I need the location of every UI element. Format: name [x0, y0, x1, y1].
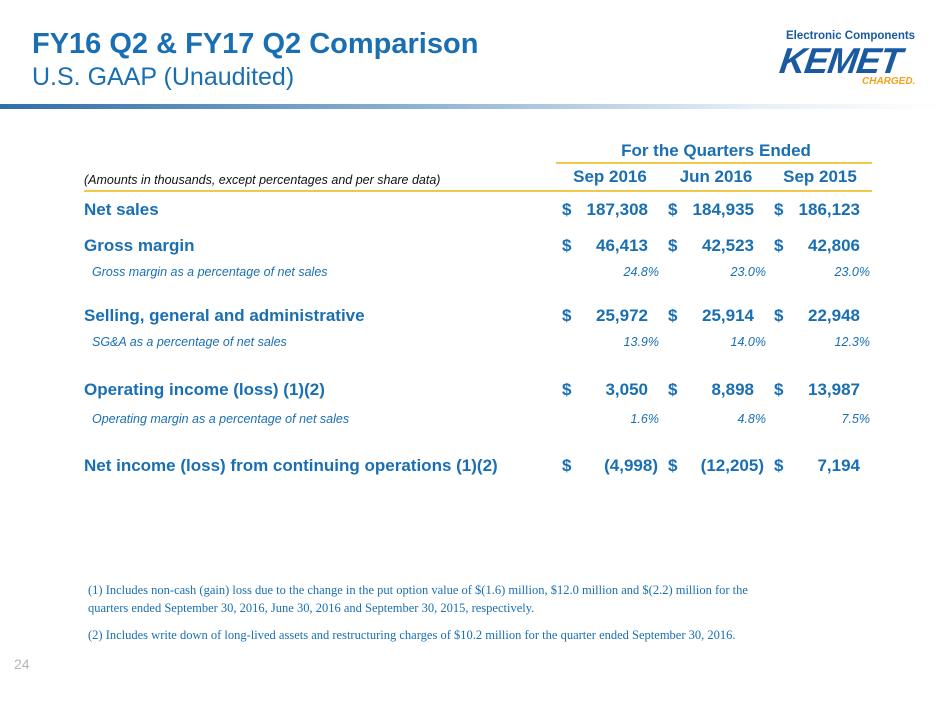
group-header-underline: [556, 162, 872, 164]
row-operating-income-value-3: 13,987: [808, 380, 860, 399]
row-sga-dollar-3: $: [774, 306, 784, 325]
amounts-note: (Amounts in thousands, except percentage…: [84, 173, 441, 187]
row-label-sga: Selling, general and administrative: [84, 306, 365, 325]
row-operating-income-dollar-1: $: [562, 380, 572, 399]
row-label-gross-margin: Gross margin: [84, 236, 195, 255]
footnote-1: (1) Includes non-cash (gain) loss due to…: [88, 583, 748, 615]
row-sga-pct-value-1: 13.9%: [623, 335, 659, 349]
column-header-jun-2016: Jun 2016: [679, 167, 753, 186]
row-net-income-dollar-1: $: [562, 456, 572, 475]
row-sga-pct-value-3: 12.3%: [834, 335, 870, 349]
row-gross-margin-value-3: 42,806: [808, 236, 860, 255]
row-label-gross-margin-pct: Gross margin as a percentage of net sale…: [92, 265, 328, 279]
row-sga-dollar-1: $: [562, 306, 572, 325]
row-sga-pct-value-2: 14.0%: [730, 335, 766, 349]
row-gross-margin-value-1: 46,413: [596, 236, 648, 255]
row-net-income-value-1: (4,998): [604, 456, 658, 475]
row-net-sales-dollar-3: $: [774, 200, 784, 219]
row-label-operating-income: Operating income (loss) (1)(2): [84, 380, 325, 399]
column-header-sep-2015: Sep 2015: [783, 167, 857, 186]
row-operating-margin-pct-value-2: 4.8%: [737, 412, 767, 426]
row-sga-value-2: 25,914: [702, 306, 754, 325]
row-sga-value-3: 22,948: [808, 306, 860, 325]
logo-tagline: Electronic Components: [786, 30, 916, 42]
row-net-income-dollar-3: $: [774, 456, 784, 475]
quarters-group-header: For the Quarters Ended: [621, 141, 811, 160]
row-gross-margin-pct-value-3: 23.0%: [834, 265, 870, 279]
row-operating-income-dollar-2: $: [668, 380, 678, 399]
row-sga-value-1: 25,972: [596, 306, 648, 325]
title-rule: [0, 104, 940, 109]
row-operating-income-value-1: 3,050: [605, 380, 648, 399]
row-label-operating-margin-pct: Operating margin as a percentage of net …: [92, 412, 350, 426]
row-gross-margin-pct-value-2: 23.0%: [730, 265, 766, 279]
row-net-sales-dollar-1: $: [562, 200, 572, 219]
row-operating-income-dollar-3: $: [774, 380, 784, 399]
row-net-sales-value-1: 187,308: [586, 200, 648, 219]
column-header-underline: [84, 190, 872, 192]
slide-title: FY16 Q2 & FY17 Q2 Comparison: [32, 28, 479, 60]
row-gross-margin-dollar-1: $: [562, 236, 572, 255]
slide-subtitle: U.S. GAAP (Unaudited): [32, 63, 295, 91]
row-label-sga-pct: SG&A as a percentage of net sales: [92, 335, 287, 349]
row-sga-dollar-2: $: [668, 306, 678, 325]
page-number: 24: [14, 656, 30, 672]
row-net-sales-value-3: 186,123: [798, 200, 860, 219]
row-operating-margin-pct-value-3: 7.5%: [841, 412, 871, 426]
column-header-sep-2016: Sep 2016: [573, 167, 647, 186]
kemet-logo: Electronic Components KEMET CHARGED.: [777, 30, 916, 90]
row-gross-margin-value-2: 42,523: [702, 236, 754, 255]
row-net-income-value-2: (12,205): [700, 456, 764, 475]
row-gross-margin-pct-value-1: 24.8%: [623, 265, 659, 279]
row-operating-income-value-2: 8,898: [711, 380, 754, 399]
row-gross-margin-dollar-3: $: [774, 236, 784, 255]
row-net-income-value-3: 7,194: [817, 456, 860, 475]
row-net-sales-dollar-2: $: [668, 200, 678, 219]
row-net-sales-value-2: 184,935: [692, 200, 754, 219]
row-net-income-dollar-2: $: [668, 456, 678, 475]
footnote-2: (2) Includes write down of long-lived as…: [88, 628, 736, 642]
row-gross-margin-dollar-2: $: [668, 236, 678, 255]
row-label-net-income: Net income (loss) from continuing operat…: [84, 456, 498, 475]
logo-charged: CHARGED.: [862, 76, 916, 87]
row-label-net-sales: Net sales: [84, 200, 159, 219]
row-operating-margin-pct-value-1: 1.6%: [630, 412, 660, 426]
